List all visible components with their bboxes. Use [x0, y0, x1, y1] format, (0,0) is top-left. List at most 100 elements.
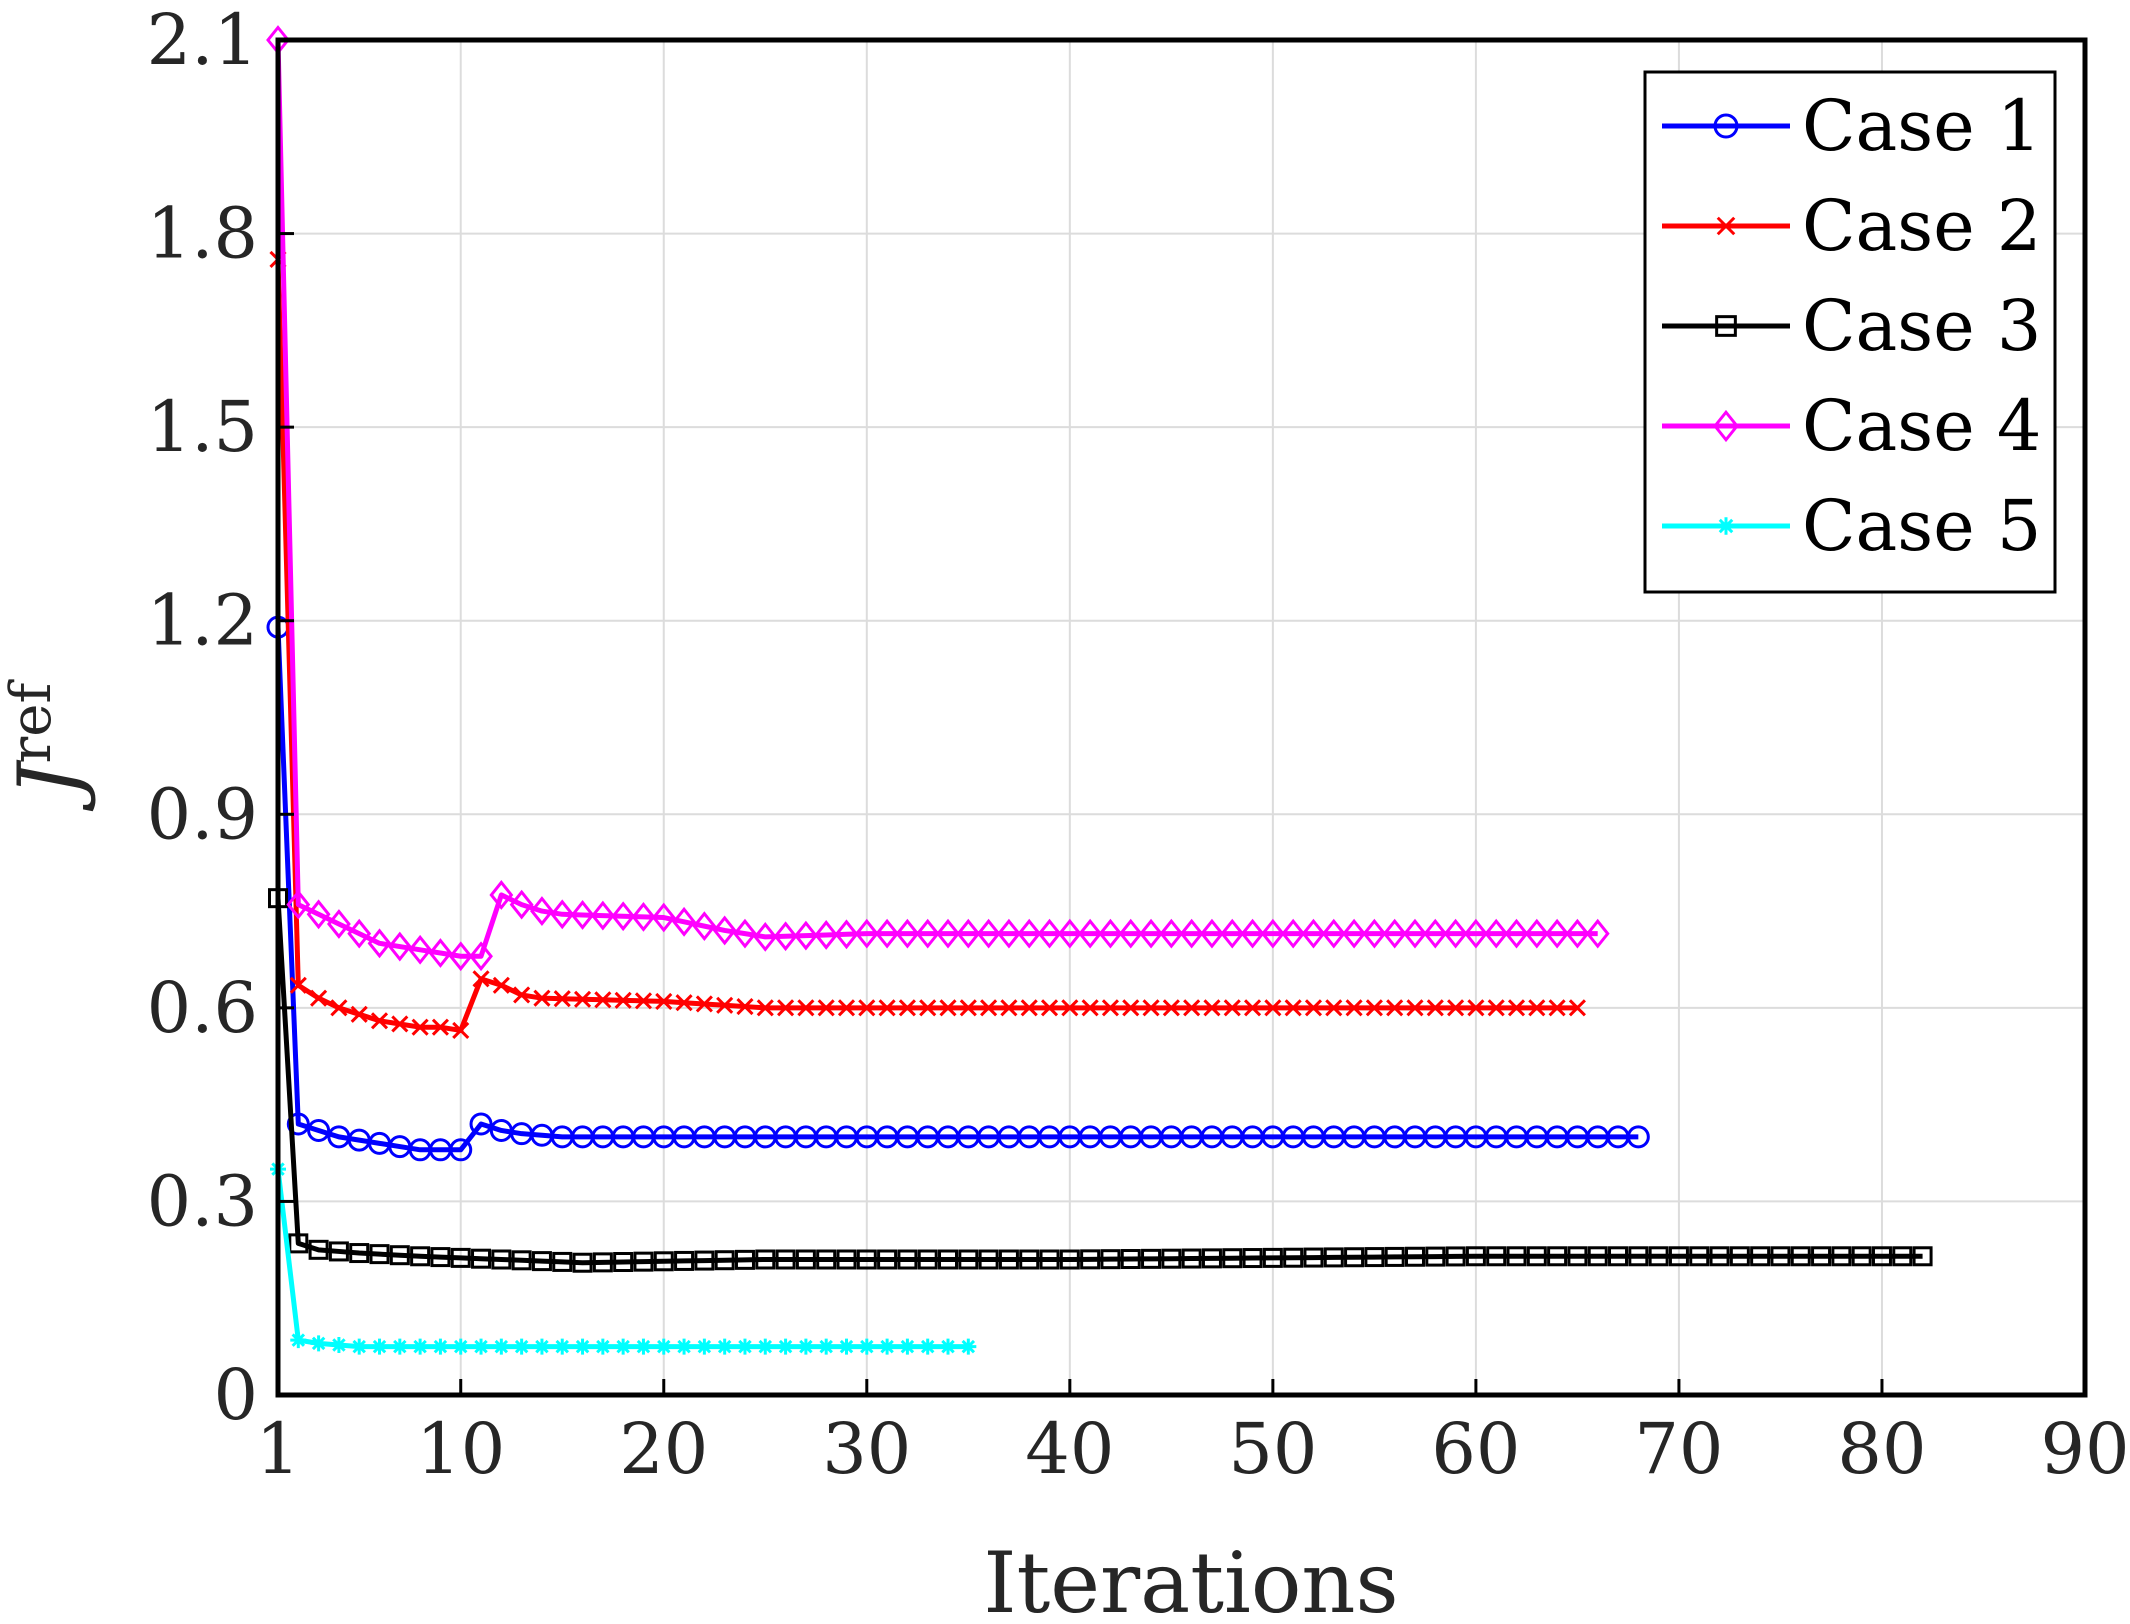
data-point [1892, 1246, 1913, 1267]
data-point [956, 918, 981, 949]
data-point [753, 921, 778, 952]
data-point [472, 970, 490, 988]
y-tick-label: 1.2 [147, 580, 258, 662]
x-tick-label: 10 [416, 1408, 505, 1490]
data-point [513, 1338, 530, 1355]
data-point [858, 999, 876, 1017]
data-point [816, 1249, 837, 1270]
data-point [552, 1251, 573, 1272]
data-point [531, 1251, 552, 1272]
data-point [675, 994, 693, 1012]
data-point [1040, 999, 1059, 1017]
data-point [797, 1338, 814, 1355]
data-point [533, 1338, 550, 1355]
data-point [1506, 1246, 1527, 1267]
data-point [898, 999, 916, 1017]
data-point [1585, 918, 1610, 949]
data-point [1770, 1246, 1791, 1267]
data-point [1362, 918, 1387, 949]
data-point [492, 976, 510, 994]
data-point [1000, 999, 1018, 1017]
data-point [1689, 1246, 1710, 1267]
data-point [1608, 1246, 1629, 1267]
data-point [653, 1251, 674, 1272]
data-point [997, 918, 1021, 949]
data-point [554, 1338, 571, 1355]
data-point [511, 1250, 532, 1271]
data-point [777, 999, 795, 1017]
data-point [756, 999, 774, 1017]
legend-box [1643, 70, 2057, 594]
data-point [858, 1338, 875, 1355]
data-point [449, 1138, 473, 1162]
legend-entry: Case 4 [1662, 385, 2041, 467]
data-point [473, 1338, 490, 1355]
data-point [1243, 999, 1262, 1017]
data-point [533, 989, 551, 1007]
data-point [1101, 999, 1120, 1017]
data-point [306, 899, 331, 930]
data-point [1528, 999, 1546, 1017]
data-point [897, 1249, 918, 1270]
data-point [1871, 1246, 1892, 1267]
data-point [594, 991, 612, 1009]
data-point [1567, 1246, 1588, 1267]
data-point [980, 999, 998, 1017]
data-point [793, 920, 818, 951]
data-point [1715, 315, 1737, 337]
data-point [351, 1338, 368, 1355]
data-point [1284, 999, 1302, 1017]
data-point [513, 986, 531, 1004]
data-point [1487, 999, 1505, 1017]
data-point [692, 911, 717, 942]
data-point [286, 1112, 310, 1136]
data-point [777, 1338, 794, 1355]
data-point [651, 902, 676, 933]
data-point [412, 1338, 429, 1355]
data-point [1648, 1246, 1669, 1267]
legend-label: Case 2 [1802, 185, 2041, 267]
legend-entry: Case 5 [1662, 485, 2041, 567]
y-tick-label: 1.8 [147, 193, 258, 275]
data-point [919, 1338, 936, 1355]
data-point [917, 1249, 938, 1270]
data-point [310, 1335, 327, 1352]
data-point [371, 1338, 388, 1355]
data-point [1504, 918, 1529, 949]
data-point [1447, 999, 1465, 1017]
data-point [590, 900, 615, 931]
legend-label: Case 3 [1802, 285, 2041, 367]
series-case-5 [270, 1161, 977, 1355]
legend-entry: Case 2 [1662, 185, 2041, 267]
data-point [1524, 918, 1549, 949]
data-point [452, 1021, 470, 1040]
data-point [1262, 1247, 1283, 1268]
data-point [998, 1249, 1019, 1270]
data-point [349, 1243, 370, 1264]
data-point [1717, 517, 1735, 535]
data-point [1423, 918, 1448, 949]
y-tick-label: 2.1 [147, 0, 258, 81]
y-tick-label: 0.3 [147, 1160, 258, 1242]
data-point [1548, 999, 1566, 1017]
data-point [1404, 1246, 1425, 1267]
data-point [877, 1249, 898, 1270]
data-point [1445, 1246, 1466, 1267]
data-point [1426, 999, 1444, 1017]
data-point [286, 889, 311, 920]
data-point [1384, 1246, 1405, 1267]
data-point [1668, 1246, 1689, 1267]
x-axis-title: Iterations [983, 1534, 1398, 1624]
data-point [1301, 918, 1326, 949]
data-point [674, 1250, 695, 1271]
data-point [1037, 918, 1062, 949]
data-point [350, 1005, 368, 1023]
data-point [1342, 918, 1367, 949]
data-point [432, 1338, 449, 1355]
data-point [1587, 1246, 1608, 1267]
y-tick-label: 0.9 [147, 773, 258, 855]
series-case-4 [266, 25, 1610, 972]
data-point [716, 1338, 733, 1355]
data-point [594, 1338, 611, 1355]
